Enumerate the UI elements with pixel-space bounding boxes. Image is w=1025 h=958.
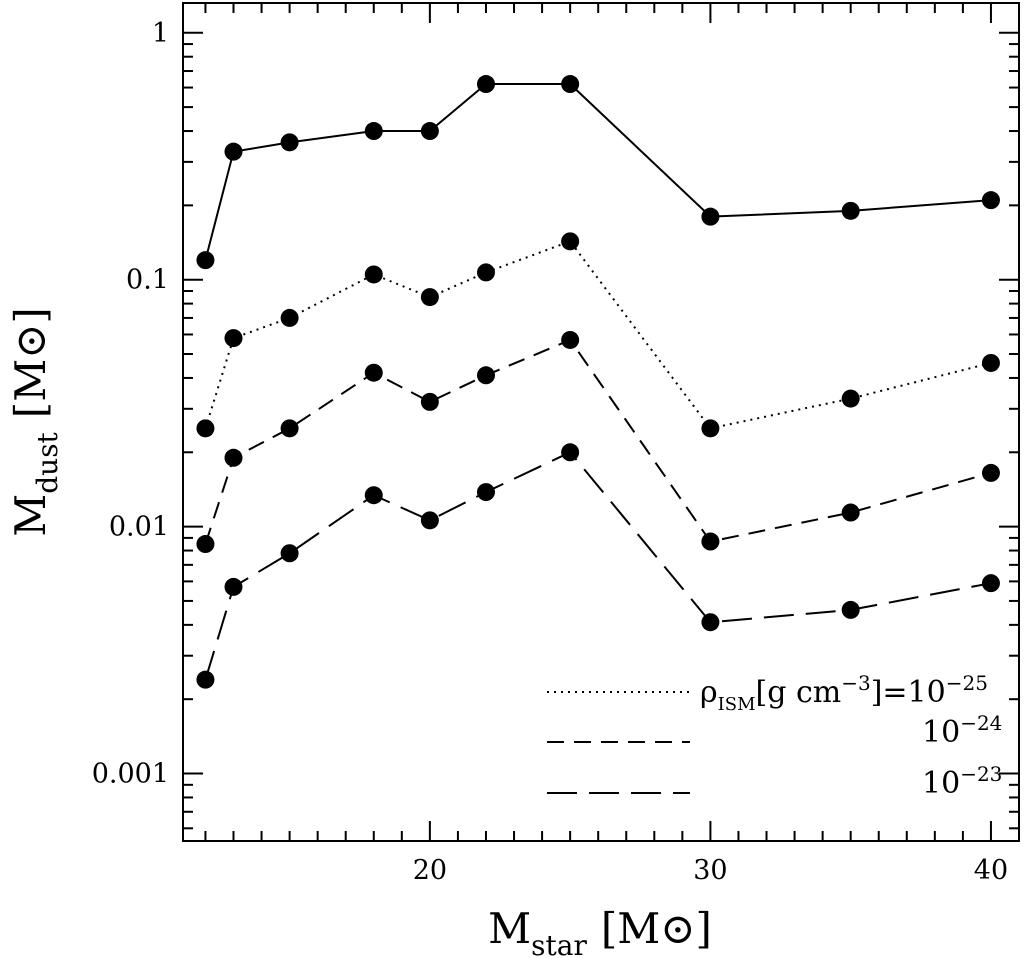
legend-value-base: 10 xyxy=(922,766,960,801)
data-point xyxy=(841,503,860,522)
x-axis-label-unit: [M⊙] xyxy=(601,904,712,953)
data-point xyxy=(196,535,215,554)
series-dotted xyxy=(196,232,1000,438)
data-point xyxy=(701,613,720,632)
data-point xyxy=(476,366,495,385)
data-point xyxy=(420,122,439,141)
data-point xyxy=(841,600,860,619)
data-point xyxy=(981,191,1000,210)
data-point xyxy=(561,232,580,251)
series-line-dotted xyxy=(204,240,992,430)
legend-value-base: 10 xyxy=(922,715,960,750)
data-point xyxy=(841,201,860,220)
data-point xyxy=(280,308,299,327)
legend-rho-sub: ISM xyxy=(718,694,756,715)
x-tick-label: 40 xyxy=(974,855,1008,886)
series-line-dashed xyxy=(204,338,992,545)
y-tick-label: 0.001 xyxy=(92,759,169,790)
legend-value-exponent: −25 xyxy=(946,671,988,695)
y-axis-label-unit: [M⊙] xyxy=(6,307,55,418)
series-solid xyxy=(196,75,1000,270)
data-point xyxy=(364,486,383,505)
x-axis-label-main: M xyxy=(488,904,531,953)
legend-label: ρISM[g cm−3]=10−25 xyxy=(700,671,988,715)
data-point xyxy=(420,392,439,411)
data-point xyxy=(981,463,1000,482)
axis-ticks: 20 30 40 0.001 0.01 0.1 1 xyxy=(92,3,1019,886)
data-point xyxy=(364,363,383,382)
data-point xyxy=(280,544,299,563)
data-point xyxy=(701,532,720,551)
data-point xyxy=(196,419,215,438)
data-point xyxy=(364,265,383,284)
x-axis-label: Mstar [M⊙] xyxy=(488,904,712,958)
legend-value-exponent: −23 xyxy=(960,762,1002,786)
data-point xyxy=(561,330,580,349)
y-tick-label: 0.01 xyxy=(109,512,169,543)
data-point xyxy=(196,670,215,689)
data-point xyxy=(224,448,243,467)
y-tick-label: 1 xyxy=(152,18,169,49)
legend-label: 10−24 xyxy=(922,711,1002,750)
series-dashed xyxy=(196,330,1000,554)
data-point xyxy=(476,263,495,282)
data-point xyxy=(981,353,1000,372)
data-point xyxy=(561,443,580,462)
legend-label: 10−23 xyxy=(922,762,1002,801)
data-point xyxy=(224,577,243,596)
data-point xyxy=(476,483,495,502)
legend-unit-exponent: −3 xyxy=(841,671,870,695)
y-tick-label: 0.1 xyxy=(126,265,169,296)
data-point xyxy=(420,288,439,307)
data-point xyxy=(561,75,580,94)
legend-unit-text: [g cm xyxy=(756,675,842,710)
series-long-dashed xyxy=(196,443,1000,689)
legend-value-exponent: −24 xyxy=(960,711,1002,735)
data-point xyxy=(364,122,383,141)
plot-frame xyxy=(182,2,1020,842)
legend-rho: ρ xyxy=(700,675,718,710)
data-point xyxy=(280,419,299,438)
data-point xyxy=(224,329,243,348)
series-line-long-dashed xyxy=(204,451,992,680)
x-tick-label: 30 xyxy=(693,855,727,886)
legend-value-base: ]=10 xyxy=(871,675,946,710)
data-point xyxy=(476,75,495,94)
y-axis-label-sub: dust xyxy=(31,431,64,493)
y-axis-label-main: M xyxy=(6,494,55,537)
data-point xyxy=(224,142,243,161)
data-point xyxy=(841,389,860,408)
data-point xyxy=(280,133,299,152)
x-axis-label-sub: star xyxy=(531,929,587,958)
data-point xyxy=(981,574,1000,593)
data-point xyxy=(701,419,720,438)
series-line-solid xyxy=(204,83,992,261)
data-point xyxy=(196,251,215,270)
x-tick-label: 20 xyxy=(413,855,447,886)
data-point xyxy=(420,511,439,530)
data-point xyxy=(701,207,720,226)
y-axis-label: Mdust [M⊙] xyxy=(6,307,64,537)
series-layer xyxy=(196,75,1000,689)
